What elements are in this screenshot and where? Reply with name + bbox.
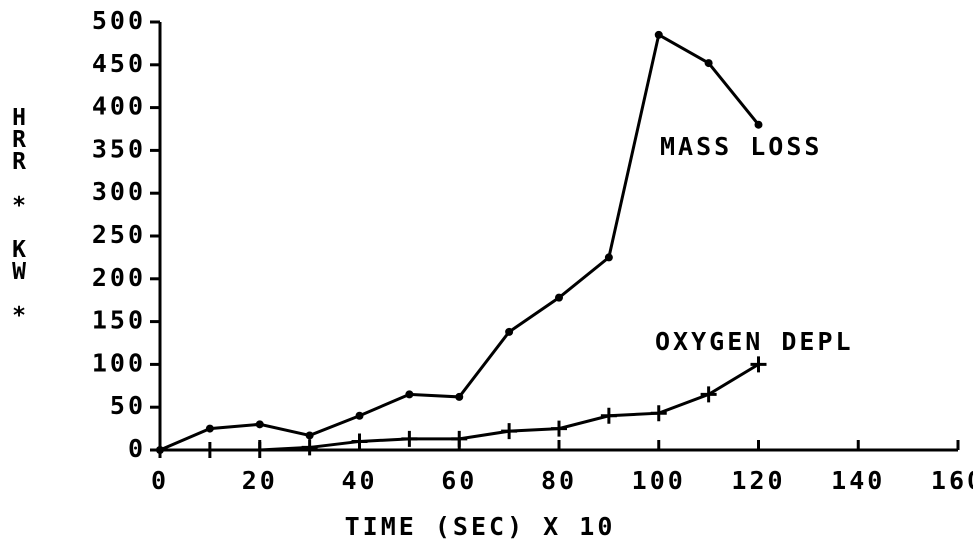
x-tick-label: 100: [632, 466, 686, 495]
y-tick-label: 200: [92, 263, 146, 292]
series-label: MASS LOSS: [660, 132, 822, 161]
y-tick-label: 300: [92, 177, 146, 206]
point-marker: [301, 439, 318, 456]
x-tick-label: 160: [931, 466, 973, 495]
point-marker: [654, 30, 663, 39]
point-marker: [305, 431, 314, 440]
x-tick-label: 60: [441, 466, 477, 495]
point-marker: [704, 59, 713, 68]
point-marker: [355, 411, 364, 420]
point-marker: [405, 390, 414, 399]
y-tick-label: 0: [128, 434, 146, 463]
point-marker: [251, 442, 268, 458]
point-marker: [604, 253, 613, 262]
x-tick-label: 40: [341, 466, 377, 495]
x-axis-title: TIME (SEC) X 10: [345, 512, 616, 541]
x-tick-label: 0: [151, 466, 169, 495]
y-tick-label: 450: [92, 49, 146, 78]
point-marker: [505, 327, 514, 336]
point-marker: [600, 407, 617, 424]
point-marker: [205, 424, 214, 433]
y-tick-label: 350: [92, 134, 146, 163]
y-tick-label: 500: [92, 6, 146, 35]
series-line: [159, 32, 760, 452]
point-marker: [201, 442, 218, 458]
y-tick-label: 400: [92, 92, 146, 121]
point-marker: [754, 120, 763, 129]
x-tick-label: 140: [831, 466, 885, 495]
point-marker: [401, 430, 418, 447]
y-axis-title: HRR * KW *: [6, 105, 32, 325]
point-marker: [152, 442, 168, 458]
point-marker: [451, 430, 468, 447]
point-marker: [351, 433, 368, 450]
point-marker: [750, 356, 767, 373]
series-label: OXYGEN DEPL: [655, 327, 854, 356]
point-marker: [255, 420, 264, 429]
point-marker: [555, 293, 563, 302]
y-tick-label: 100: [92, 348, 146, 377]
x-tick-label: 20: [242, 466, 278, 495]
point-marker: [700, 386, 717, 403]
point-marker: [551, 420, 567, 437]
point-marker: [650, 405, 667, 422]
y-tick-label: 150: [92, 306, 146, 335]
x-tick-label: 80: [541, 466, 577, 495]
y-tick-label: 250: [92, 220, 146, 249]
x-tick-label: 120: [731, 466, 785, 495]
point-marker: [455, 392, 464, 401]
y-tick-label: 50: [110, 391, 146, 420]
point-marker: [501, 423, 518, 440]
